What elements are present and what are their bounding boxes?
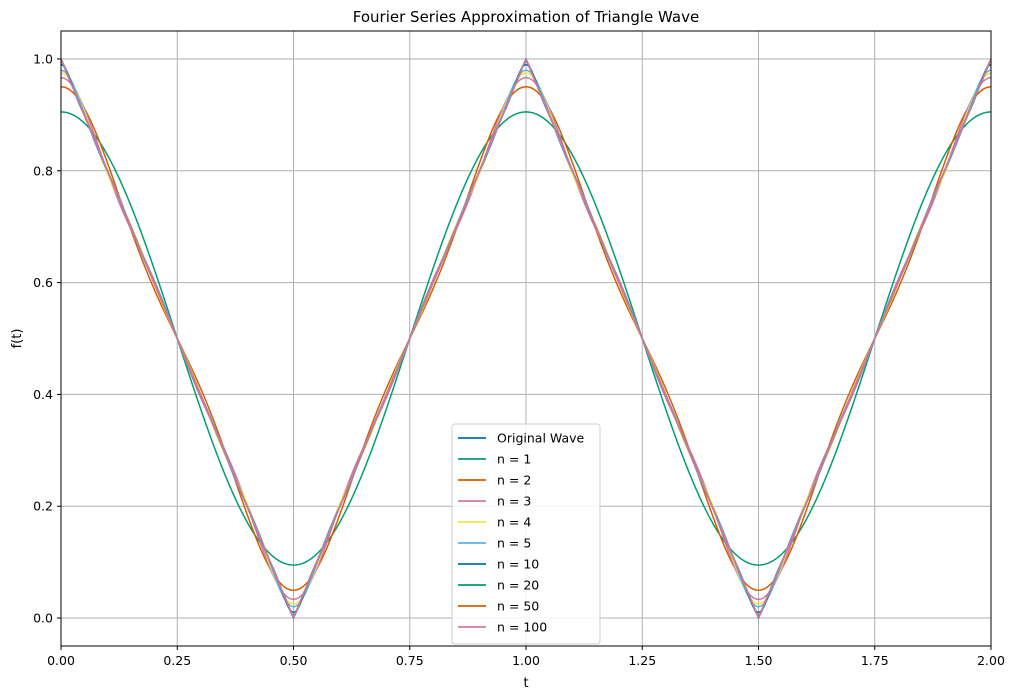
x-axis-label: t: [523, 676, 528, 691]
y-tick-label: 0.4: [33, 387, 53, 402]
y-tick-label: 1.0: [33, 51, 53, 66]
chart-title: Fourier Series Approximation of Triangle…: [353, 8, 699, 26]
x-tick-label: 0.00: [47, 653, 75, 668]
x-tick-label: 1.00: [512, 653, 540, 668]
x-tick-label: 1.75: [861, 653, 889, 668]
x-tick-label: 1.25: [628, 653, 656, 668]
legend: Original Wave n = 1 n = 2 n = 3 n = 4 n = 5 n …: [451, 423, 601, 645]
y-tick-label: 0.0: [33, 611, 53, 626]
legend-label: n = 3: [497, 494, 531, 509]
x-tick-label: 0.75: [396, 653, 424, 668]
legend-label: n = 1: [497, 452, 531, 467]
legend-label: n = 2: [497, 473, 531, 488]
legend-label: n = 50: [497, 599, 539, 614]
legend-label: n = 4: [497, 515, 531, 530]
x-tick-label: 1.50: [745, 653, 773, 668]
x-tick-label: 0.25: [163, 653, 191, 668]
series-line-9: [60, 58, 992, 619]
legend-label: n = 100: [497, 620, 547, 635]
x-tick-label: 2.00: [977, 653, 1005, 668]
legend-box: [451, 423, 601, 645]
series-line-2: [60, 85, 992, 592]
series-lines: [60, 58, 992, 619]
y-tick-label: 0.8: [33, 163, 53, 178]
x-axis-ticks: 0.00 0.25 0.50 0.75 1.00 1.25 1.50 1.75 2.00: [47, 646, 1005, 668]
x-tick-label: 0.50: [280, 653, 308, 668]
y-tick-label: 0.2: [33, 499, 53, 514]
series-line-1: [60, 111, 992, 566]
y-tick-label: 0.6: [33, 275, 53, 290]
legend-label: Original Wave: [497, 431, 585, 446]
legend-label: n = 10: [497, 557, 539, 572]
legend-label: n = 20: [497, 578, 539, 593]
y-axis-ticks: 0.0 0.2 0.4 0.6 0.8 1.0: [33, 51, 61, 626]
legend-label: n = 5: [497, 536, 531, 551]
y-axis-label: f(t): [10, 329, 25, 349]
